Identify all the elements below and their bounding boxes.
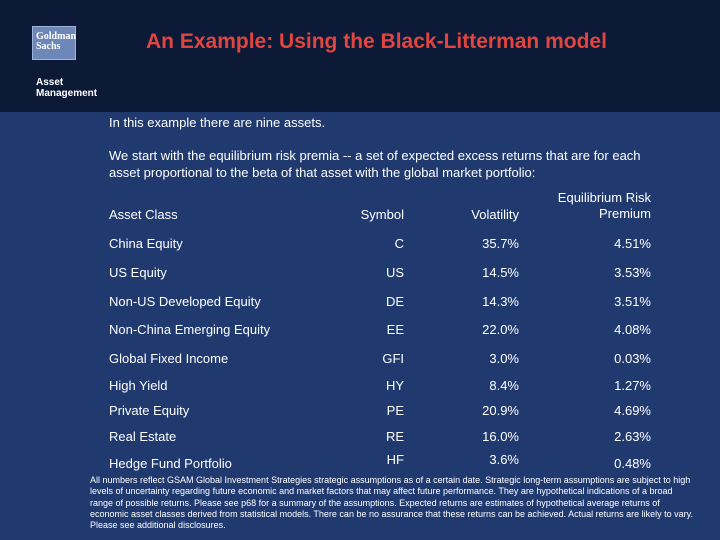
intro-text: In this example there are nine assets. [109, 115, 326, 130]
header-volatility: Volatility [471, 207, 519, 222]
disclaimer-footnote: All numbers reflect GSAM Global Investme… [90, 475, 693, 531]
cell-premium: 4.51% [614, 236, 651, 251]
table-row: Non-China Emerging Equity EE 22.0% 4.08% [0, 322, 720, 342]
description-paragraph: We start with the equilibrium risk premi… [109, 148, 641, 180]
header-premium-line-2: Premium [598, 206, 651, 221]
cell-symbol: HF [386, 452, 404, 467]
header-premium-line-1: Equilibrium Risk [557, 190, 651, 205]
cell-symbol: GFI [382, 351, 404, 366]
table-row: Real Estate RE 16.0% 2.63% [0, 429, 720, 449]
cell-volatility: 8.4% [489, 378, 519, 393]
cell-asset: US Equity [109, 265, 167, 280]
cell-symbol: RE [385, 429, 404, 444]
table-row: Hedge Fund Portfolio HF 3.6% 0.48% [0, 452, 720, 475]
cell-premium: 4.08% [614, 322, 651, 337]
cell-premium: 0.03% [614, 351, 651, 366]
cell-volatility: 3.6% [489, 452, 519, 467]
cell-symbol: C [394, 236, 404, 251]
cell-asset: Non-US Developed Equity [109, 294, 261, 309]
table-row: Private Equity PE 20.9% 4.69% [0, 403, 720, 423]
cell-asset: Global Fixed Income [109, 351, 229, 366]
table-row: Non-US Developed Equity DE 14.3% 3.51% [0, 294, 720, 314]
logo-line-2: Sachs [36, 41, 61, 52]
cell-asset: Non-China Emerging Equity [109, 322, 271, 337]
cell-symbol: DE [385, 294, 404, 309]
table-row: US Equity US 14.5% 3.53% [0, 265, 720, 285]
cell-premium: 4.69% [614, 403, 651, 418]
cell-volatility: 35.7% [482, 236, 519, 251]
table-header: Asset Class Symbol Volatility Equilibriu… [0, 190, 720, 226]
cell-asset: Real Estate [109, 429, 177, 444]
cell-volatility: 14.5% [482, 265, 519, 280]
cell-asset: Private Equity [109, 403, 190, 418]
asset-management-label: Asset Management [36, 77, 97, 99]
cell-asset: High Yield [109, 378, 168, 393]
cell-asset: China Equity [109, 236, 183, 251]
cell-premium: 1.27% [614, 378, 651, 393]
sub-logo-line-1: Asset [36, 77, 64, 88]
table-row: Global Fixed Income GFI 3.0% 0.03% [0, 351, 720, 371]
slide-title: An Example: Using the Black-Litterman mo… [146, 30, 607, 53]
cell-premium: 3.51% [614, 294, 651, 309]
cell-symbol: HY [385, 378, 404, 393]
header-symbol: Symbol [360, 207, 404, 222]
cell-volatility: 14.3% [482, 294, 519, 309]
header-asset-class: Asset Class [109, 207, 178, 222]
cell-symbol: PE [386, 403, 404, 418]
goldman-sachs-logo: Goldman Sachs [32, 26, 76, 60]
cell-symbol: EE [386, 322, 404, 337]
logo-line-1: Goldman [36, 31, 77, 42]
cell-volatility: 20.9% [482, 403, 519, 418]
table-row: China Equity C 35.7% 4.51% [0, 236, 720, 256]
cell-asset: Hedge Fund Portfolio [109, 456, 232, 471]
cell-symbol: US [385, 265, 404, 280]
cell-premium: 2.63% [614, 429, 651, 444]
sub-logo-line-2: Management [36, 88, 98, 99]
cell-volatility: 16.0% [482, 429, 519, 444]
cell-volatility: 22.0% [482, 322, 519, 337]
cell-volatility: 3.0% [489, 351, 519, 366]
header-bar: Goldman Sachs Asset Management An Exampl… [0, 0, 720, 112]
table-row: High Yield HY 8.4% 1.27% [0, 378, 720, 398]
header-premium: Equilibrium Risk Premium [558, 190, 651, 222]
cell-premium: 0.48% [614, 456, 651, 471]
cell-premium: 3.53% [614, 265, 651, 280]
